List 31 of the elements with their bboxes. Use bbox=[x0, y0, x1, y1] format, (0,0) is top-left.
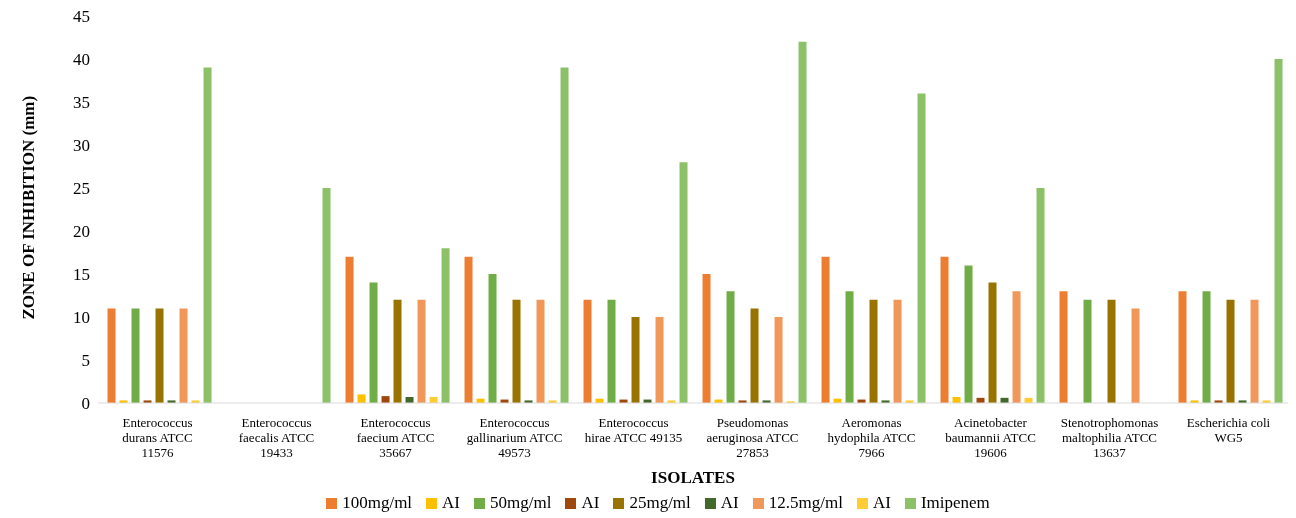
legend-label: AI bbox=[872, 493, 891, 513]
y-tick-label: 25 bbox=[73, 179, 90, 199]
y-tick-label: 45 bbox=[73, 7, 90, 27]
y-tick-label: 0 bbox=[81, 394, 90, 414]
y-axis-title: ZONE OF INHIBITION (mm) bbox=[19, 95, 39, 320]
legend-label: AI bbox=[442, 493, 461, 513]
y-tick-label: 5 bbox=[81, 351, 90, 371]
y-tick-label: 20 bbox=[73, 222, 90, 242]
y-tick-label: 35 bbox=[73, 93, 90, 113]
x-tick-label: Aeromonas hydophila ATCC 7966 bbox=[827, 415, 916, 460]
legend-label: 25mg/ml bbox=[629, 493, 691, 513]
x-tick-label: Escherichia coli WG5 bbox=[1186, 415, 1271, 445]
x-tick-label: Stenotrophomonas maltophilia ATCC 13637 bbox=[1060, 415, 1159, 460]
legend-label: AI bbox=[720, 493, 739, 513]
x-tick-label: Enterococcus hirae ATCC 49135 bbox=[584, 415, 683, 445]
x-tick-label: Pseudomonas aeruginosa ATCC 27853 bbox=[706, 415, 799, 460]
x-tick-label: Acinetobacter baumannii ATCC 19606 bbox=[945, 415, 1036, 460]
legend-label: 50mg/ml bbox=[490, 493, 552, 513]
x-axis-title: ISOLATES bbox=[651, 468, 735, 487]
x-tick-label: Enterococcus faecalis ATCC 19433 bbox=[238, 415, 315, 460]
legend-label: Imipenem bbox=[920, 493, 990, 513]
x-tick-label: Enterococcus faecium ATCC 35667 bbox=[356, 415, 435, 460]
y-tick-label: 30 bbox=[73, 136, 90, 156]
x-tick-label: Enterococcus gallinarium ATCC 49573 bbox=[466, 415, 563, 460]
y-tick-label: 15 bbox=[73, 265, 90, 285]
legend-label: 12.5mg/ml bbox=[768, 493, 843, 513]
legend-label: AI bbox=[581, 493, 600, 513]
x-tick-label: Enterococcus durans ATCC 11576 bbox=[122, 415, 193, 460]
legend-label: 100mg/ml bbox=[342, 493, 413, 513]
y-tick-label: 10 bbox=[73, 308, 90, 328]
y-tick-label: 40 bbox=[73, 50, 90, 70]
